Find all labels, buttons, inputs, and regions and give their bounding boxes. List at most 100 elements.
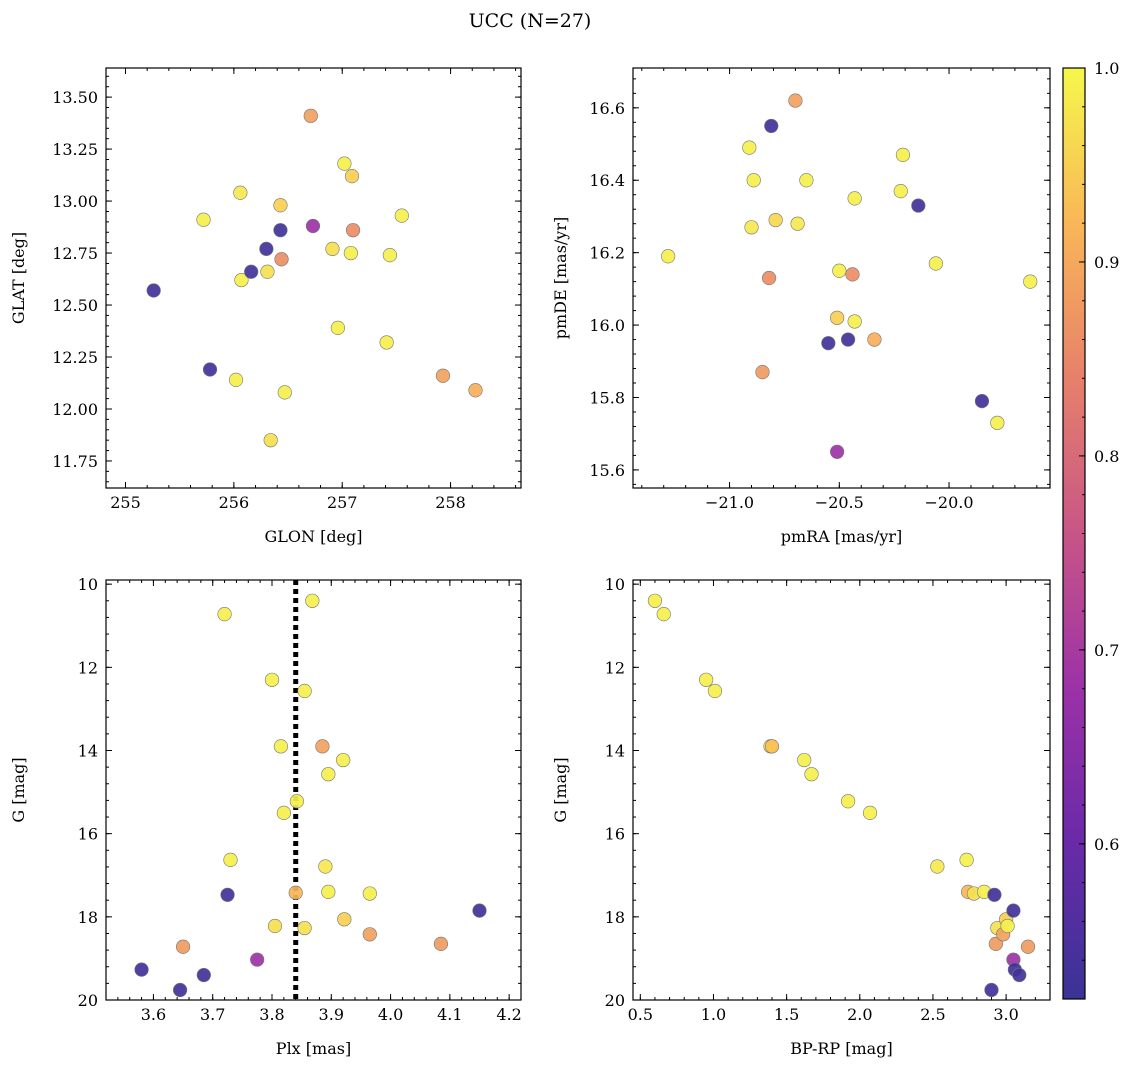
data-point [250,952,265,967]
y-tick-label: 13.00 [52,192,98,211]
data-point [987,887,1002,902]
x-axis-label: pmRA [mas/yr] [781,527,903,546]
data-point [345,223,361,238]
x-tick-label: 255 [110,493,141,512]
y-axis-label: G [mag] [551,757,570,822]
data-point [330,320,345,336]
data-point [830,444,845,459]
colorbar-tick-label: 0.9 [1094,253,1119,272]
data-point [336,752,351,768]
data-point [435,368,451,383]
data-point [755,365,770,380]
x-tick-label: −21.0 [705,493,754,512]
x-tick-label: −20.5 [815,493,864,512]
data-point [273,223,288,238]
data-point [146,283,161,298]
x-tick-label: 258 [435,493,466,512]
y-tick-label: 16.6 [589,99,625,118]
data-point [1000,918,1015,934]
x-tick-label: 0.5 [628,1005,653,1024]
data-point [911,198,926,213]
data-point [468,383,483,398]
data-point [276,805,291,820]
colorbar-tick-label: 0.6 [1094,835,1119,854]
colorbar-tick-label: 0.8 [1094,447,1119,466]
colorbar-tick-label: 0.7 [1094,641,1119,660]
data-point [742,140,757,155]
data-point [847,314,862,329]
data-point [647,593,663,608]
y-tick-label: 14 [78,741,98,760]
data-point [472,903,487,918]
y-tick-label: 10 [78,575,98,594]
data-point [202,362,218,377]
y-tick-label: 12.25 [52,348,98,367]
data-point [264,672,280,687]
data-point [895,147,911,162]
x-tick-label: 2.5 [920,1005,945,1024]
proper-motion-axes-frame [632,67,1051,489]
data-point [394,208,409,223]
data-point [707,683,723,699]
data-point [746,173,761,188]
data-point [362,927,377,942]
y-tick-label: 20 [605,991,625,1010]
data-point [244,264,259,279]
data-point [974,394,990,409]
data-point [175,939,191,954]
y-tick-label: 20 [78,991,98,1010]
data-point [223,852,238,867]
data-point [1012,967,1027,983]
y-tick-label: 16 [605,825,625,844]
x-tick-label: 4.0 [378,1005,403,1024]
data-point [173,982,188,998]
proper-motion-panel: −21.0 −20.5 −20.0 15.6 15.8 16.0 16.2 16.4 16.6 p… [551,67,1051,546]
data-point [343,245,358,261]
data-point [744,220,759,235]
data-point [315,739,330,754]
data-point [297,920,312,936]
data-point [233,185,248,200]
y-tick-label: 13.25 [52,140,98,159]
data-point [821,336,836,351]
x-tick-label: 3.7 [200,1005,225,1024]
parallax-magnitude-panel: 3.6 3.7 3.8 3.9 4.0 4.1 4.2 10 12 14 16 18 20 Plx [ma… [9,575,522,1058]
data-point [196,212,211,227]
data-point [959,852,974,867]
x-tick-label: 3.9 [319,1005,344,1024]
data-point [325,241,340,256]
x-tick-label: 4.1 [437,1005,462,1024]
data-point [790,216,805,231]
data-point [840,332,856,347]
data-point [984,982,999,998]
data-point [656,606,671,622]
data-point [288,885,303,900]
y-tick-label: 16.0 [589,316,625,335]
y-tick-label: 16 [78,825,98,844]
data-point [847,191,862,206]
x-axis-label: GLON [deg] [264,527,362,546]
data-point [867,332,882,347]
x-tick-label: 256 [219,493,250,512]
data-point [862,805,878,820]
x-tick-label: 4.2 [496,1005,521,1024]
data-point [1023,274,1038,289]
colorbar: 0.6 0.7 0.8 0.9 1.0 [1062,59,1119,1000]
data-point [273,739,288,754]
data-point [321,884,336,899]
x-tick-label: 2.0 [847,1005,872,1024]
x-tick-label: 3.0 [993,1005,1018,1024]
data-point [764,739,780,754]
data-point [1020,939,1036,954]
data-point [362,886,377,901]
data-point [988,936,1003,951]
data-point [318,859,333,874]
data-point [234,272,249,288]
sky-position-axes-frame [105,67,522,489]
data-point [761,270,777,286]
color-magnitude-panel: 0.5 1.0 1.5 2.0 2.5 3.0 10 12 14 16 18 20 BP-RP [mag… [551,575,1051,1058]
y-tick-label: 18 [78,908,98,927]
y-tick-label: 14 [605,741,625,760]
data-point [928,256,943,271]
x-tick-label: 1.5 [774,1005,799,1024]
